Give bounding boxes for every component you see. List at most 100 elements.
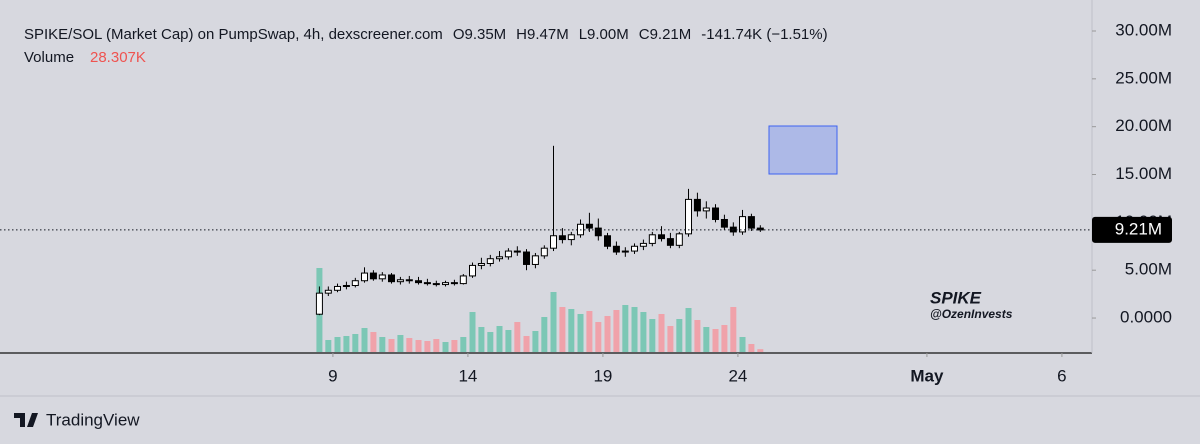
volume-bar <box>523 336 530 352</box>
x-tick-label: 14 <box>458 366 477 385</box>
candle-body <box>739 216 747 233</box>
ohlc-label: -141.74K (−1.51%) <box>701 26 827 43</box>
volume-bars <box>316 268 764 352</box>
last-price-label: 9.21M <box>1115 219 1162 238</box>
x-tick-label: May <box>910 366 944 385</box>
logo-icon <box>14 413 38 427</box>
volume-bar <box>577 314 584 352</box>
y-tick-label: 20.00M <box>1115 116 1172 135</box>
volume-bar <box>640 312 647 352</box>
volume-bar <box>496 326 503 352</box>
candle-body <box>685 198 693 235</box>
candle-body <box>567 234 575 241</box>
watermark-author: @OzenInvests <box>930 307 1013 321</box>
candle-body <box>396 279 404 283</box>
volume-bar <box>487 332 494 352</box>
volume-bar <box>460 337 467 352</box>
candle-body <box>585 223 593 229</box>
candle-body <box>558 235 566 241</box>
candle-body <box>631 245 639 252</box>
candle-body <box>496 256 504 260</box>
brand-name: TradingView <box>46 410 140 429</box>
y-tick-label: 30.00M <box>1115 20 1172 39</box>
candle-body <box>442 282 450 286</box>
candle-body <box>369 272 377 280</box>
ohlc-label: H9.47M <box>516 26 569 43</box>
volume-bar <box>352 334 359 352</box>
candle-body <box>405 279 413 282</box>
volume-bar <box>685 308 692 352</box>
volume-bar <box>604 316 611 352</box>
x-tick-label: 6 <box>1057 366 1066 385</box>
volume-bar <box>712 329 719 352</box>
volume-bar <box>730 307 737 352</box>
candle-body <box>361 272 369 282</box>
volume-bar <box>334 337 341 352</box>
x-tick-label: 19 <box>593 366 612 385</box>
volume-bar <box>478 327 485 352</box>
volume-bar <box>703 327 710 352</box>
volume-bar <box>667 326 674 352</box>
candle-body <box>423 282 431 285</box>
watermark-symbol: SPIKE <box>930 288 982 307</box>
y-tick-label: 5.00M <box>1125 260 1172 279</box>
y-tick-label: 15.00M <box>1115 164 1172 183</box>
candle-body <box>315 292 323 315</box>
tradingview-logo: TradingView <box>14 410 140 429</box>
candle-body <box>540 247 548 257</box>
volume-label: Volume <box>24 49 74 66</box>
candle-body <box>324 289 332 294</box>
volume-bar <box>676 319 683 352</box>
volume-value: 28.307K <box>90 49 146 66</box>
candle-body <box>666 238 674 246</box>
volume-bar <box>505 330 512 352</box>
ohlc-label: O9.35M <box>453 26 506 43</box>
candle-body <box>459 275 467 285</box>
volume-bar <box>406 338 413 352</box>
ohlc-label: C9.21M <box>639 26 692 43</box>
candle-body <box>469 264 477 277</box>
ohlc-label: L9.00M <box>579 26 629 43</box>
candle-body <box>523 251 531 265</box>
volume-bar <box>757 349 764 352</box>
chart-title: SPIKE/SOL (Market Cap) on PumpSwap, 4h, … <box>24 26 443 43</box>
volume-bar <box>694 320 701 352</box>
volume-bar <box>442 342 449 352</box>
candle-body <box>513 250 521 253</box>
volume-bar <box>370 332 377 352</box>
candle-body <box>594 227 602 237</box>
candle-body <box>648 234 656 244</box>
volume-bar <box>325 340 332 352</box>
volume-bar <box>343 336 350 352</box>
volume-bar <box>658 314 665 352</box>
volume-bar <box>532 331 539 352</box>
candle-body <box>504 250 512 258</box>
drawing-rectangle <box>768 125 838 175</box>
x-tick-label: 9 <box>328 366 337 385</box>
candle-body <box>415 280 423 284</box>
volume-bar <box>595 322 602 352</box>
volume-bar <box>721 325 728 352</box>
candle-body <box>675 233 683 246</box>
candle-body <box>550 235 558 249</box>
volume-bar <box>433 339 440 352</box>
candle-body <box>658 234 666 240</box>
volume-bar <box>613 310 620 352</box>
volume-bar <box>541 317 548 352</box>
candle-body <box>432 283 440 286</box>
volume-bar <box>586 311 593 352</box>
volume-bar <box>424 341 431 352</box>
volume-bar <box>550 292 557 352</box>
candle-body <box>531 255 539 265</box>
candle-body <box>477 262 485 266</box>
volume-bar <box>649 319 656 352</box>
candle-body <box>639 242 647 247</box>
candle-body <box>450 282 458 285</box>
volume-bar <box>361 328 368 352</box>
volume-bar <box>388 339 395 352</box>
y-tick-label: 25.00M <box>1115 68 1172 87</box>
candle-body <box>388 274 396 283</box>
volume-bar <box>451 340 458 352</box>
candle-body <box>621 250 629 253</box>
